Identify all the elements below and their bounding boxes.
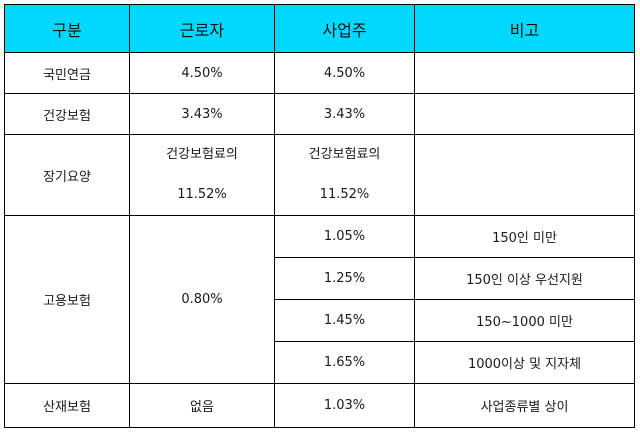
row-employment-insurance-tier-3: 1.45% 150~1000 미만 — [5, 299, 635, 342]
health-insurance-name: 건강보험 — [4, 93, 130, 135]
long-term-care-worker-rate: 건강보험료의 11.52% — [129, 134, 275, 216]
row-industrial-accident: 산재보험 없음 1.03% 사업종류별 상이 — [4, 383, 635, 428]
employment-insurance-employer-rate-2: 1.25% — [274, 257, 415, 300]
header-worker: 근로자 — [129, 4, 275, 53]
long-term-care-employer-line1: 건강보험료의 — [308, 147, 381, 162]
header-category: 구분 — [4, 4, 130, 53]
long-term-care-employer-rate: 건강보험료의 11.52% — [274, 134, 415, 216]
health-insurance-employer-rate: 3.43% — [274, 93, 415, 135]
long-term-care-note — [414, 134, 635, 216]
industrial-accident-note: 사업종류별 상이 — [414, 383, 635, 428]
long-term-care-name: 장기요양 — [4, 134, 130, 216]
long-term-care-worker-line2: 11.52% — [177, 187, 227, 202]
employment-insurance-employer-rate-3: 1.45% — [274, 299, 415, 342]
long-term-care-employer-line2: 11.52% — [319, 187, 370, 202]
industrial-accident-employer-rate: 1.03% — [274, 383, 415, 428]
national-pension-worker-rate: 4.50% — [129, 52, 275, 94]
insurance-table-wrapper: 구분 근로자 사업주 비고 국민연금 4.50% 4.50% 건강보험 3.43… — [4, 4, 635, 428]
industrial-accident-worker-rate: 없음 — [129, 383, 275, 428]
employment-insurance-note-4: 1000이상 및 지자체 — [414, 341, 635, 384]
health-insurance-worker-rate: 3.43% — [129, 93, 275, 135]
row-employment-insurance-tier-2: 1.25% 150인 이상 우선지원 — [5, 257, 635, 300]
header-note: 비고 — [414, 4, 635, 53]
social-insurance-table: 구분 근로자 사업주 비고 국민연금 4.50% 4.50% 건강보험 3.43… — [4, 4, 635, 428]
employment-insurance-note-1: 150인 미만 — [414, 215, 635, 258]
row-national-pension: 국민연금 4.50% 4.50% — [4, 52, 635, 94]
long-term-care-worker-line1: 건강보험료의 — [166, 147, 238, 162]
header-row: 구분 근로자 사업주 비고 — [4, 4, 635, 53]
employment-insurance-employer-rate-1: 1.05% — [274, 215, 415, 258]
row-health-insurance: 건강보험 3.43% 3.43% — [4, 93, 635, 135]
employment-insurance-worker-rate: 0.80% — [129, 215, 275, 384]
national-pension-name: 국민연금 — [4, 52, 130, 94]
row-employment-insurance-tier-1: 고용보험 0.80% 1.05% 150인 미만 — [4, 215, 635, 384]
national-pension-note — [414, 52, 635, 94]
employment-insurance-name: 고용보험 — [4, 215, 130, 384]
employment-insurance-note-3: 150~1000 미만 — [414, 299, 635, 342]
health-insurance-note — [414, 93, 635, 135]
header-employer: 사업주 — [274, 4, 415, 53]
national-pension-employer-rate: 4.50% — [274, 52, 415, 94]
employment-insurance-note-2: 150인 이상 우선지원 — [414, 257, 635, 300]
industrial-accident-name: 산재보험 — [4, 383, 130, 428]
employment-insurance-employer-rate-4: 1.65% — [274, 341, 415, 384]
row-employment-insurance-tier-4: 1.65% 1000이상 및 지자체 — [5, 341, 635, 384]
row-long-term-care: 장기요양 건강보험료의 11.52% 건강보험료의 11.52% — [4, 134, 635, 216]
